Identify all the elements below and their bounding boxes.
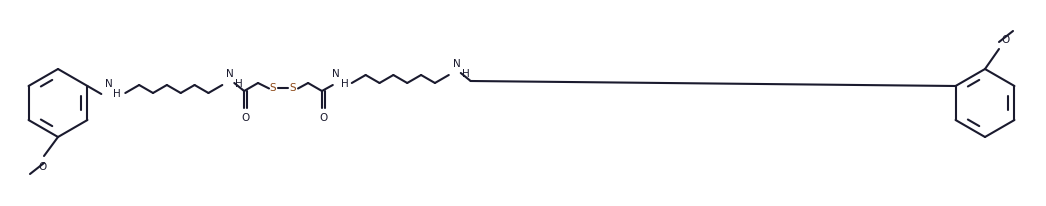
- Text: N: N: [226, 69, 234, 79]
- Text: H: H: [461, 69, 470, 79]
- Text: N: N: [332, 69, 340, 79]
- Text: N: N: [106, 79, 113, 89]
- Text: O: O: [242, 113, 250, 123]
- Text: H: H: [341, 79, 348, 89]
- Text: H: H: [113, 89, 121, 99]
- Text: S: S: [270, 83, 276, 94]
- Text: N: N: [453, 59, 460, 69]
- Text: O: O: [39, 162, 47, 172]
- Text: O: O: [319, 113, 327, 123]
- Text: O: O: [1001, 35, 1009, 45]
- Text: S: S: [290, 83, 296, 94]
- Text: H: H: [235, 79, 243, 89]
